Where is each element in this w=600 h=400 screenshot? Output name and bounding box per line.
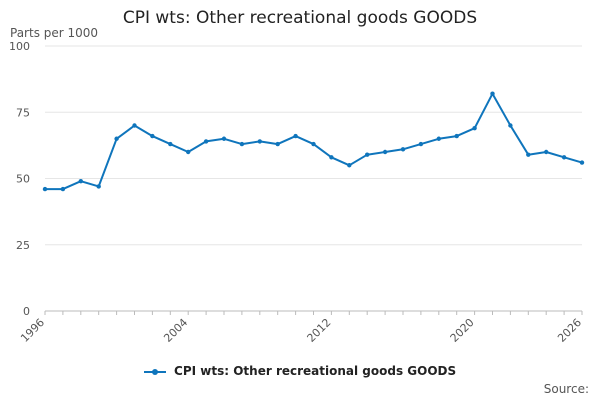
x-tick-label: 1996 (18, 316, 47, 345)
y-tick-label: 100 (9, 40, 30, 53)
series-line (45, 92, 583, 191)
data-point (490, 91, 495, 96)
y-tick-label: 50 (16, 173, 30, 186)
data-point (42, 186, 48, 192)
data-point (561, 155, 567, 160)
data-point (78, 178, 84, 184)
data-point (436, 136, 441, 141)
y-tick-label: 0 (23, 305, 30, 318)
legend-swatch (143, 367, 166, 377)
x-tick-label: 2026 (555, 316, 584, 345)
y-axis-label: Parts per 1000 (10, 26, 99, 40)
legend[interactable]: CPI wts: Other recreational goods GOODS (0, 364, 600, 378)
legend-label: CPI wts: Other recreational goods GOODS (174, 364, 457, 378)
data-point (239, 141, 245, 147)
data-point (311, 141, 316, 147)
data-point (347, 163, 352, 168)
data-point (60, 186, 66, 192)
y-tick-label: 75 (16, 106, 30, 119)
data-point (293, 133, 298, 139)
data-point (454, 133, 459, 139)
data-point (508, 123, 513, 128)
data-point (579, 160, 585, 165)
data-point (186, 149, 191, 155)
data-point (168, 141, 173, 147)
data-point (418, 141, 424, 147)
x-tick-label: 2020 (448, 316, 477, 345)
data-point (382, 149, 388, 155)
source-label: Source: (543, 382, 589, 396)
data-point (329, 155, 334, 160)
data-point (365, 152, 370, 157)
x-tick-label: 2004 (161, 316, 190, 345)
data-point (96, 184, 101, 189)
chart-title: CPI wts: Other recreational goods GOODS (122, 8, 478, 28)
data-point (150, 133, 155, 139)
data-point (472, 125, 477, 131)
data-point (544, 149, 549, 155)
x-tick-label: 2012 (305, 316, 334, 345)
data-point (257, 139, 262, 144)
data-point (526, 152, 531, 157)
data-point (400, 147, 406, 152)
data-point (275, 141, 280, 147)
data-point (203, 139, 209, 144)
data-point (114, 136, 119, 141)
data-point (132, 123, 137, 128)
y-tick-label: 25 (16, 239, 30, 252)
data-point (221, 136, 227, 141)
